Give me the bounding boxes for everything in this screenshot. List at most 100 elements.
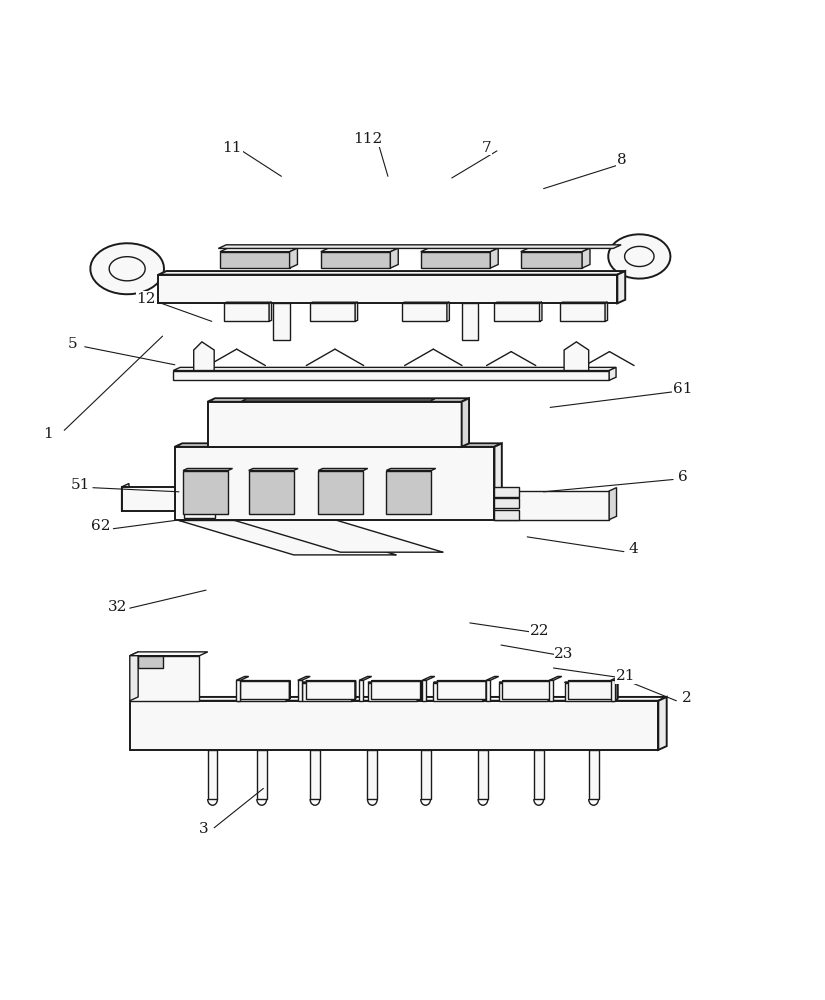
Text: 3: 3: [199, 822, 209, 836]
Polygon shape: [184, 509, 215, 518]
Polygon shape: [130, 697, 667, 701]
Polygon shape: [560, 303, 605, 321]
Polygon shape: [175, 447, 494, 520]
Polygon shape: [499, 683, 548, 701]
Polygon shape: [173, 367, 616, 371]
Polygon shape: [486, 676, 498, 680]
Polygon shape: [490, 248, 498, 268]
Polygon shape: [609, 367, 616, 380]
Polygon shape: [158, 275, 617, 303]
Polygon shape: [138, 656, 163, 668]
Polygon shape: [269, 302, 271, 321]
Polygon shape: [610, 676, 623, 680]
Polygon shape: [273, 303, 290, 340]
Polygon shape: [494, 303, 540, 321]
Polygon shape: [310, 303, 355, 321]
Polygon shape: [173, 371, 609, 380]
Polygon shape: [658, 697, 667, 750]
Polygon shape: [560, 302, 607, 303]
Polygon shape: [564, 683, 614, 701]
Polygon shape: [589, 750, 598, 799]
Text: 22: 22: [530, 624, 549, 638]
Polygon shape: [494, 302, 542, 303]
Polygon shape: [224, 303, 269, 321]
Polygon shape: [421, 248, 498, 252]
Polygon shape: [582, 248, 590, 268]
Polygon shape: [534, 750, 544, 799]
Polygon shape: [609, 488, 616, 520]
Polygon shape: [462, 398, 469, 447]
Polygon shape: [355, 302, 357, 321]
Polygon shape: [402, 303, 447, 321]
Polygon shape: [310, 302, 357, 303]
Polygon shape: [402, 302, 450, 303]
Polygon shape: [220, 248, 298, 252]
Polygon shape: [219, 245, 621, 248]
Polygon shape: [175, 443, 502, 447]
Polygon shape: [371, 681, 421, 699]
Polygon shape: [462, 303, 478, 340]
Polygon shape: [248, 468, 298, 471]
Polygon shape: [121, 487, 175, 511]
Polygon shape: [422, 680, 427, 701]
Polygon shape: [521, 252, 582, 268]
Text: 11: 11: [223, 141, 242, 155]
Polygon shape: [121, 484, 129, 511]
Polygon shape: [321, 248, 398, 252]
Polygon shape: [437, 681, 486, 699]
Polygon shape: [321, 252, 390, 268]
Text: 12: 12: [136, 292, 156, 306]
Text: 62: 62: [92, 519, 111, 533]
Text: 1: 1: [43, 427, 53, 441]
Text: 8: 8: [616, 153, 626, 167]
Polygon shape: [183, 471, 229, 514]
Polygon shape: [494, 510, 519, 520]
Polygon shape: [310, 750, 320, 799]
Polygon shape: [386, 471, 431, 514]
Polygon shape: [367, 750, 377, 799]
Polygon shape: [306, 681, 355, 699]
Polygon shape: [220, 252, 290, 268]
Polygon shape: [494, 488, 502, 520]
Polygon shape: [617, 271, 625, 303]
Text: 32: 32: [108, 600, 127, 614]
Polygon shape: [421, 750, 431, 799]
Text: 6: 6: [678, 470, 688, 484]
Polygon shape: [130, 701, 658, 750]
Text: 61: 61: [673, 382, 693, 396]
Polygon shape: [610, 680, 615, 701]
Polygon shape: [208, 750, 218, 799]
Polygon shape: [494, 443, 502, 520]
Polygon shape: [494, 491, 609, 520]
Polygon shape: [494, 498, 519, 508]
Polygon shape: [130, 656, 200, 701]
Polygon shape: [130, 652, 208, 656]
Polygon shape: [605, 302, 607, 321]
Polygon shape: [422, 676, 435, 680]
Polygon shape: [303, 683, 351, 701]
Text: 2: 2: [682, 691, 692, 705]
Polygon shape: [158, 271, 625, 275]
Polygon shape: [91, 243, 164, 294]
Polygon shape: [540, 302, 542, 321]
Polygon shape: [564, 342, 589, 371]
Polygon shape: [208, 402, 462, 447]
Polygon shape: [359, 676, 372, 680]
Text: 51: 51: [71, 478, 90, 492]
Polygon shape: [549, 676, 562, 680]
Polygon shape: [549, 680, 554, 701]
Text: 112: 112: [353, 132, 382, 146]
Polygon shape: [257, 750, 266, 799]
Polygon shape: [224, 302, 271, 303]
Polygon shape: [608, 234, 671, 279]
Polygon shape: [298, 680, 302, 701]
Polygon shape: [386, 468, 436, 471]
Polygon shape: [208, 398, 469, 402]
Polygon shape: [318, 471, 363, 514]
Polygon shape: [447, 302, 450, 321]
Polygon shape: [248, 471, 294, 514]
Polygon shape: [237, 683, 286, 701]
Polygon shape: [368, 683, 417, 701]
Text: 4: 4: [629, 542, 639, 556]
Polygon shape: [478, 750, 488, 799]
